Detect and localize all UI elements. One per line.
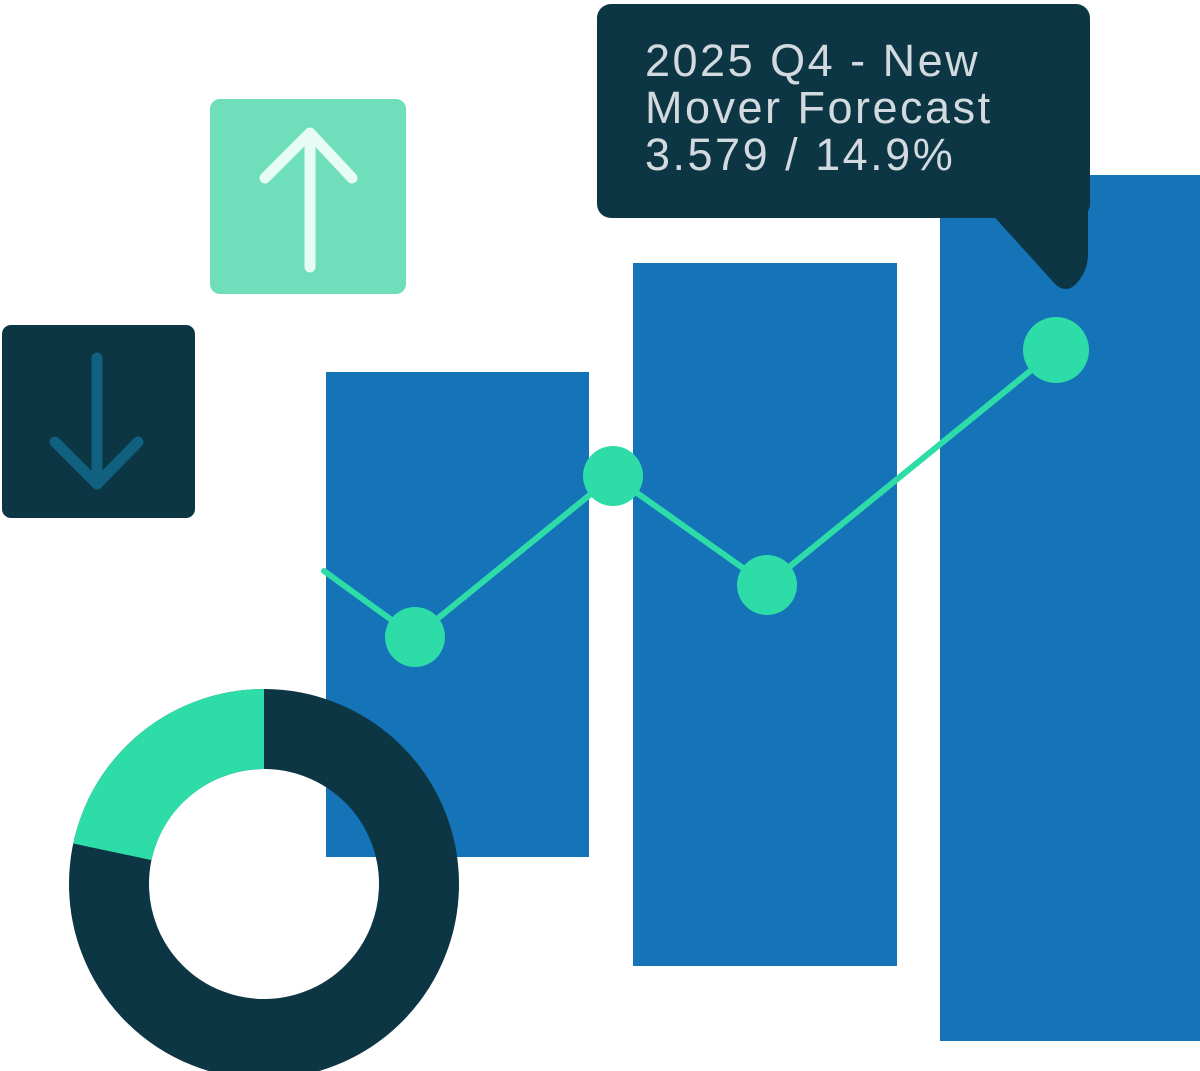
data-point-marker — [1023, 317, 1089, 383]
down-indicator — [2, 325, 195, 518]
donut-chart — [69, 689, 459, 1071]
tooltip-line-1: 2025 Q4 - New — [645, 35, 980, 86]
up-arrow-icon — [259, 127, 358, 273]
donut-ring-highlight — [73, 689, 266, 862]
tooltip-bubble — [597, 4, 1090, 218]
data-point-marker — [583, 446, 643, 506]
down-arrow-icon — [49, 352, 144, 490]
bar-3 — [940, 175, 1200, 1041]
tooltip-line-2: Mover Forecast — [645, 82, 993, 133]
tooltip-line-3: 3.579 / 14.9% — [645, 129, 955, 180]
up-indicator — [210, 99, 406, 294]
data-point-marker — [385, 607, 445, 667]
forecast-tooltip: 2025 Q4 - New Mover Forecast 3.579 / 14.… — [597, 4, 1090, 289]
data-point-marker — [737, 555, 797, 615]
tooltip-pointer — [988, 210, 1088, 289]
trend-line-chart — [321, 317, 1089, 667]
